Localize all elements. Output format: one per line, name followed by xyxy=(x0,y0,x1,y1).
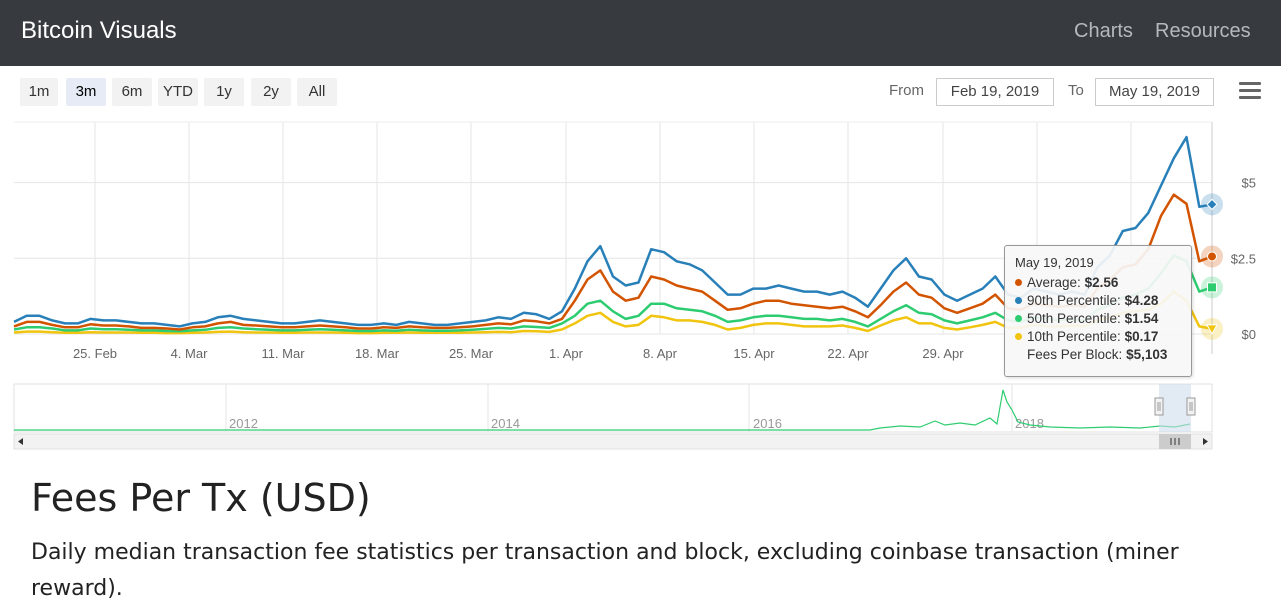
square-marker-icon xyxy=(1207,282,1217,293)
y-axis-labels: $0 $2.5 $5 xyxy=(1231,176,1256,342)
tooltip-label: 10th Percentile: xyxy=(1027,329,1121,344)
to-label: To xyxy=(1068,82,1084,99)
range-button-2y[interactable]: 2y xyxy=(251,78,291,106)
x-tick-label: 11. Mar xyxy=(261,346,305,361)
circle-marker-icon xyxy=(1207,251,1217,262)
hamburger-menu-icon[interactable] xyxy=(1239,82,1261,100)
p90-dot-icon xyxy=(1015,297,1022,304)
tooltip-row-50th: 50th Percentile: $1.54 xyxy=(1015,311,1158,326)
range-button-1m[interactable]: 1m xyxy=(20,78,58,106)
navbar: Bitcoin Visuals Charts Resources xyxy=(0,0,1281,66)
brand-title[interactable]: Bitcoin Visuals xyxy=(21,17,177,44)
diamond-marker-icon xyxy=(1206,198,1218,211)
navigator-tick-label: 2018 xyxy=(1015,416,1044,431)
scroll-left-arrow-icon xyxy=(18,438,23,445)
x-axis-labels: 25. Feb 4. Mar 11. Mar 18. Mar 25. Mar 1. Apr… xyxy=(73,346,964,361)
range-button-6m[interactable]: 6m xyxy=(112,78,152,106)
triangle-marker-icon xyxy=(1206,324,1218,335)
p50-dot-icon xyxy=(1015,315,1022,322)
range-button-ytd[interactable]: YTD xyxy=(158,78,198,106)
y-tick-label: $2.5 xyxy=(1231,251,1256,266)
scroll-right-arrow-icon xyxy=(1203,438,1208,445)
scrollbar-track xyxy=(13,433,1213,450)
y-tick-label: $5 xyxy=(1242,176,1256,191)
range-button-1y[interactable]: 1y xyxy=(204,78,244,106)
range-button-all[interactable]: All xyxy=(297,78,337,106)
x-tick-label: 8. Apr xyxy=(643,346,678,361)
nav-link-resources[interactable]: Resources xyxy=(1155,20,1251,42)
x-tick-label: 25. Mar xyxy=(449,346,494,361)
x-tick-label: 15. Apr xyxy=(733,346,775,361)
tooltip-value: $0.17 xyxy=(1124,329,1159,344)
tooltip-label: 50th Percentile: xyxy=(1027,311,1121,326)
range-button-3m[interactable]: 3m xyxy=(66,78,106,106)
chart-tooltip: May 19, 2019 Average: $2.56 90th Percent… xyxy=(1004,245,1192,377)
to-date-input[interactable]: May 19, 2019 xyxy=(1095,78,1214,106)
tooltip-date: May 19, 2019 xyxy=(1015,255,1094,270)
navigator-handle xyxy=(1154,397,1164,416)
navigator-handle xyxy=(1186,397,1196,416)
navigator-series-line xyxy=(14,389,1191,431)
average-dot-icon xyxy=(1015,279,1022,286)
tooltip-row-fees-per-block: Fees Per Block: $5,103 xyxy=(1027,347,1167,362)
tooltip-value: $4.28 xyxy=(1124,293,1159,308)
p10-dot-icon xyxy=(1015,333,1022,340)
x-tick-label: 25. Feb xyxy=(73,346,117,361)
tooltip-value: $5,103 xyxy=(1126,347,1168,362)
tooltip-label: 90th Percentile: xyxy=(1027,293,1121,308)
navigator-tick-label: 2016 xyxy=(753,416,782,431)
tooltip-label: Fees Per Block: xyxy=(1027,347,1123,362)
from-label: From xyxy=(889,82,924,99)
tooltip-value: $1.54 xyxy=(1124,311,1159,326)
navigator-selection xyxy=(1159,384,1191,432)
x-tick-label: 29. Apr xyxy=(922,346,964,361)
page-title: Fees Per Tx (USD) xyxy=(31,476,371,520)
tooltip-row-average: Average: $2.56 xyxy=(1015,275,1118,290)
nav-link-charts[interactable]: Charts xyxy=(1074,20,1133,42)
page-description: Daily median transaction fee statistics … xyxy=(31,540,1179,601)
navigator: 2012 2014 2016 2018 xyxy=(13,383,1213,450)
navigator-tick-label: 2014 xyxy=(491,416,520,431)
tooltip-value: $2.56 xyxy=(1084,275,1119,290)
x-tick-label: 1. Apr xyxy=(549,346,584,361)
x-tick-label: 4. Mar xyxy=(171,346,209,361)
x-tick-label: 18. Mar xyxy=(355,346,400,361)
tooltip-row-90th: 90th Percentile: $4.28 xyxy=(1015,293,1158,308)
tooltip-row-10th: 10th Percentile: $0.17 xyxy=(1015,329,1158,344)
from-date-input[interactable]: Feb 19, 2019 xyxy=(936,78,1054,106)
y-tick-label: $0 xyxy=(1242,327,1256,342)
hover-markers xyxy=(1201,193,1223,340)
tooltip-label: Average: xyxy=(1027,275,1081,290)
x-tick-label: 22. Apr xyxy=(827,346,869,361)
navigator-tick-label: 2012 xyxy=(229,416,258,431)
